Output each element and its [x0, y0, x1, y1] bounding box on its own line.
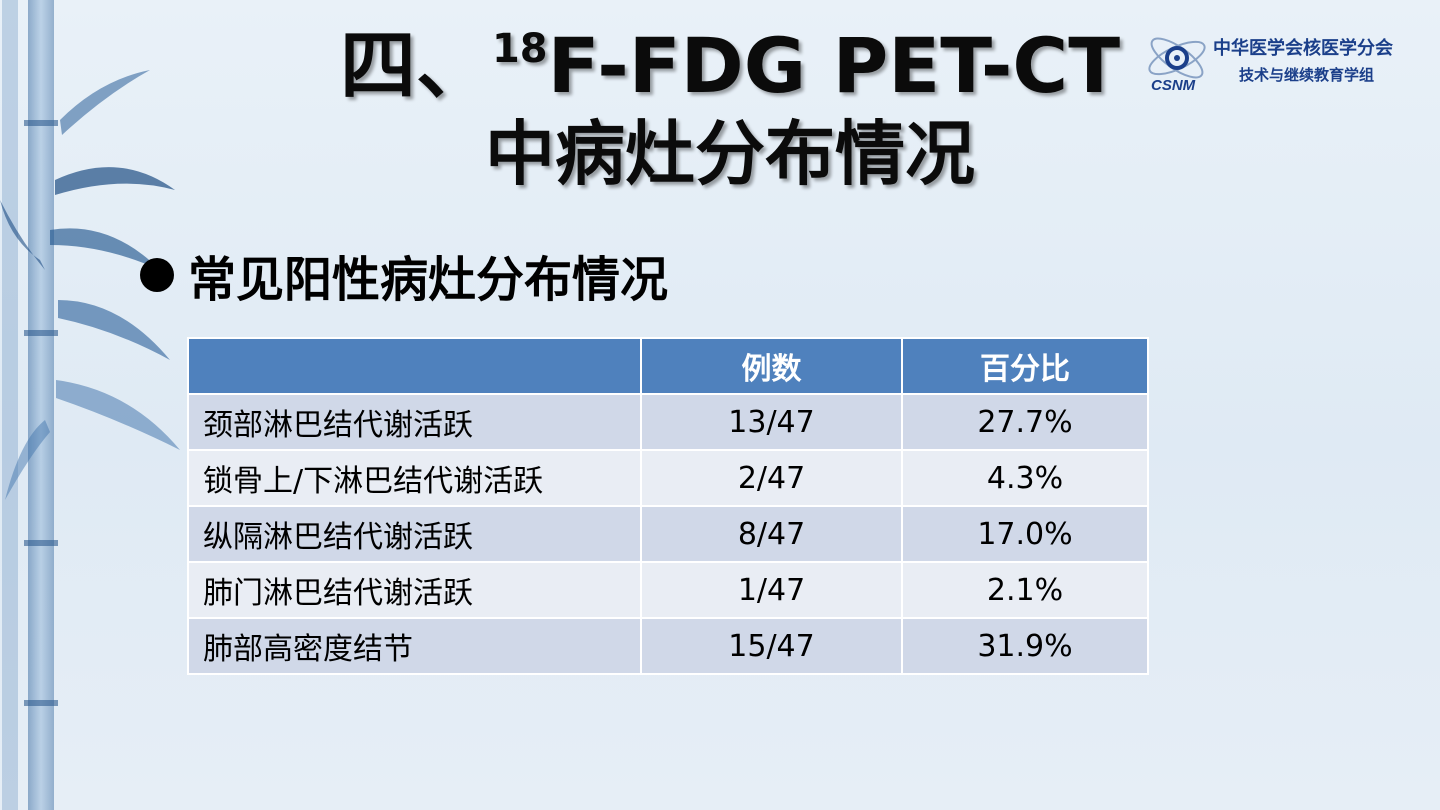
table-row: 肺门淋巴结代谢活跃 1/47 2.1%: [187, 561, 1149, 619]
title-line-1: 四、18F-FDG PET-CT: [300, 22, 1160, 110]
cell-site: 锁骨上/下淋巴结代谢活跃: [187, 449, 642, 507]
header-percent: 百分比: [901, 337, 1149, 395]
atom-logo-icon: CSNM: [1148, 37, 1206, 92]
bullet-dot-icon: [140, 258, 174, 292]
cell-site: 纵隔淋巴结代谢活跃: [187, 505, 642, 563]
table-row: 颈部淋巴结代谢活跃 13/47 27.7%: [187, 393, 1149, 451]
slide-title: 四、18F-FDG PET-CT 中病灶分布情况: [300, 22, 1160, 198]
bullet-text: 常见阳性病灶分布情况: [188, 252, 669, 308]
cell-site: 肺部高密度结节: [187, 617, 642, 675]
bullet-point: 常见阳性病灶分布情况: [140, 240, 668, 310]
cell-site: 肺门淋巴结代谢活跃: [187, 561, 642, 619]
cell-percent: 31.9%: [901, 617, 1149, 675]
cell-count: 15/47: [640, 617, 903, 675]
cell-count: 13/47: [640, 393, 903, 451]
logo-mark-text: CSNM: [1151, 77, 1196, 92]
cell-percent: 2.1%: [901, 561, 1149, 619]
table-row: 纵隔淋巴结代谢活跃 8/47 17.0%: [187, 505, 1149, 563]
lesion-distribution-table: 例数 百分比 颈部淋巴结代谢活跃 13/47 27.7% 锁骨上/下淋巴结代谢活…: [187, 337, 1149, 675]
logo-subtitle: 技术与继续教育学组: [1239, 66, 1375, 84]
table-row: 锁骨上/下淋巴结代谢活跃 2/47 4.3%: [187, 449, 1149, 507]
title-line-2: 中病灶分布情况: [485, 113, 975, 195]
title-main: F-FDG PET-CT: [547, 21, 1121, 110]
table-header-row: 例数 百分比: [187, 337, 1149, 395]
header-count: 例数: [640, 337, 903, 395]
csnm-logo: CSNM 中华医学会核医学分会 技术与继续教育学组: [1143, 28, 1423, 98]
bamboo-decoration: [0, 0, 180, 810]
cell-percent: 27.7%: [901, 393, 1149, 451]
header-site: [187, 337, 642, 395]
cell-count: 2/47: [640, 449, 903, 507]
table-row: 肺部高密度结节 15/47 31.9%: [187, 617, 1149, 675]
cell-count: 8/47: [640, 505, 903, 563]
title-prefix: 四、: [339, 21, 492, 110]
cell-count: 1/47: [640, 561, 903, 619]
cell-percent: 4.3%: [901, 449, 1149, 507]
title-superscript: 18: [491, 26, 548, 72]
cell-percent: 17.0%: [901, 505, 1149, 563]
logo-org-name: 中华医学会核医学分会: [1213, 38, 1393, 59]
cell-site: 颈部淋巴结代谢活跃: [187, 393, 642, 451]
